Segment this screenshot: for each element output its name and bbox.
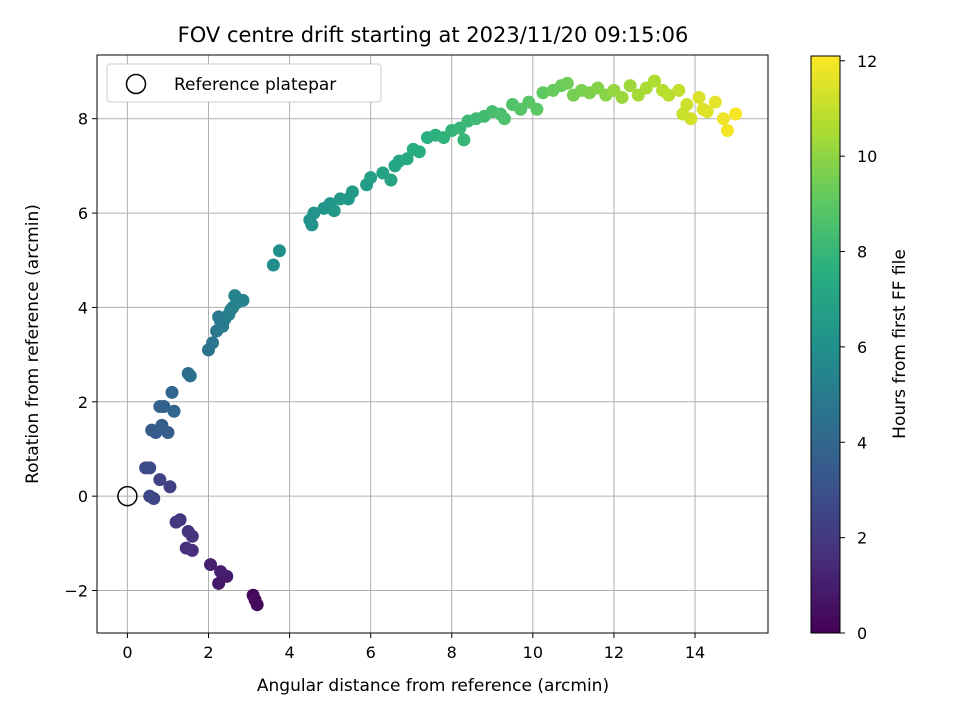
scatter-point: [457, 133, 471, 147]
scatter-point: [692, 90, 706, 104]
y-tick-label: 6: [78, 204, 88, 223]
scatter-point: [615, 90, 629, 104]
colorbar-tick-label: 12: [857, 52, 877, 71]
scatter-point: [647, 74, 661, 88]
colorbar-tick-label: 10: [857, 147, 877, 166]
legend-box: [106, 63, 382, 103]
scatter-point: [696, 102, 710, 116]
scatter-point: [400, 152, 414, 166]
colorbar-tick-label: 8: [857, 243, 867, 262]
scatter-point: [153, 400, 167, 414]
scatter-point: [708, 95, 722, 109]
grid-lines: [97, 55, 768, 633]
colorbar-label: Hours from first FF file: [890, 249, 910, 439]
x-tick-label: 6: [366, 643, 376, 662]
scatter-point: [206, 336, 220, 350]
scatter-point: [623, 79, 637, 93]
scatter-point: [204, 558, 218, 572]
scatter-point: [165, 385, 179, 399]
y-tick-label: −2: [64, 582, 88, 601]
y-tick-label: 8: [78, 110, 88, 129]
x-tick-label: 0: [122, 643, 132, 662]
colorbar-tick-label: 0: [857, 624, 867, 643]
reference-platepar-marker: [117, 485, 138, 507]
scatter-point: [143, 489, 157, 503]
y-axis-ticks: −2 0 2 4 6 8: [64, 110, 97, 601]
chart-title: FOV centre drift starting at 2023/11/20 …: [178, 23, 689, 47]
legend: Reference platepar: [106, 63, 382, 103]
scatter-point: [345, 185, 359, 199]
scatter-point: [672, 83, 686, 97]
scatter-point: [214, 565, 228, 579]
scatter-point: [236, 293, 250, 307]
scatter-point: [720, 123, 734, 137]
y-axis-label: Rotation from reference (arcmin): [23, 204, 43, 484]
y-tick-label: 2: [78, 393, 88, 412]
x-tick-label: 12: [604, 643, 624, 662]
scatter-point: [530, 102, 544, 116]
scatter-point: [153, 473, 167, 487]
scatter-point: [179, 541, 193, 555]
x-tick-label: 10: [523, 643, 543, 662]
x-axis-label: Angular distance from reference (arcmin): [257, 676, 609, 696]
scatter-point: [676, 107, 690, 121]
x-axis-ticks: 0 2 4 6 8 10 12 14: [122, 633, 705, 662]
x-tick-label: 2: [203, 643, 213, 662]
x-tick-label: 4: [284, 643, 294, 662]
x-tick-label: 14: [685, 643, 705, 662]
scatter-point: [560, 76, 574, 90]
scatter-point: [161, 425, 175, 439]
scatter-point: [327, 204, 341, 218]
x-tick-label: 8: [447, 643, 457, 662]
scatter-point: [183, 369, 197, 383]
scatter-point: [662, 88, 676, 102]
scatter-point: [163, 480, 177, 494]
scatter-point: [364, 171, 378, 185]
scatter-point: [248, 593, 262, 607]
scatter-point: [145, 423, 159, 437]
y-tick-label: 0: [78, 487, 88, 506]
legend-label-reference: Reference platepar: [174, 75, 336, 95]
scatter-point: [412, 145, 426, 159]
scatter-point: [139, 461, 153, 475]
scatter-point: [497, 112, 511, 126]
scatter-point: [272, 244, 286, 258]
scatter-point: [729, 107, 743, 121]
legend-marker-reference: [125, 73, 147, 95]
colorbar-tick-label: 4: [857, 433, 867, 452]
scatter-point: [167, 404, 181, 418]
scatter-point: [536, 86, 550, 100]
colorbar: 0 2 4 6 8 10 12 Hours from first FF file: [810, 52, 910, 643]
scatter-point: [305, 218, 319, 232]
scatter-point: [716, 112, 730, 126]
scatter-point: [181, 525, 195, 539]
scatter-points: [117, 74, 743, 612]
y-tick-label: 4: [78, 298, 88, 317]
scatter-point: [307, 206, 321, 220]
colorbar-ticks: 0 2 4 6 8 10 12: [840, 52, 877, 643]
scatter-point: [384, 173, 398, 187]
colorbar-gradient: [810, 55, 841, 634]
scatter-point: [212, 310, 226, 324]
colorbar-tick-label: 6: [857, 338, 867, 357]
scatter-point: [169, 515, 183, 529]
scatter-point: [266, 258, 280, 272]
plot-frame: [96, 54, 769, 634]
colorbar-tick-label: 2: [857, 529, 867, 548]
